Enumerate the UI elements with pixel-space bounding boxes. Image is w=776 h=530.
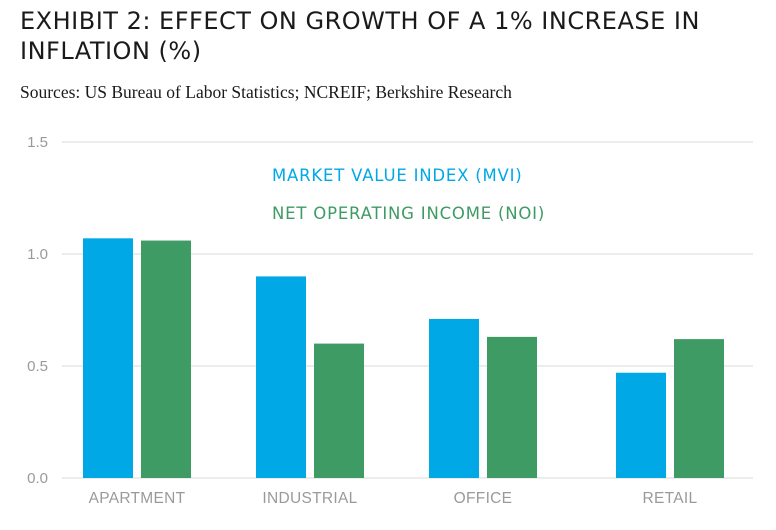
legend-entry-mvi: MARKET VALUE INDEX (MVI)	[272, 166, 523, 185]
x-axis-categories: APARTMENT INDUSTRIAL OFFICE RETAIL	[89, 490, 698, 507]
bar-mvi-apartment	[83, 238, 133, 478]
x-category-label: INDUSTRIAL	[262, 490, 357, 507]
y-tick-label: 0.5	[27, 358, 48, 375]
bar-noi-office	[487, 336, 537, 478]
y-tick-label: 1.5	[27, 134, 48, 151]
bar-mvi-industrial	[256, 276, 306, 478]
y-axis-ticks: 0.0 0.5 1.0 1.5	[27, 134, 48, 487]
bars	[83, 238, 724, 478]
x-category-label: RETAIL	[643, 490, 698, 507]
bar-mvi-retail	[616, 372, 666, 478]
legend-entry-noi: NET OPERATING INCOME (NOI)	[272, 204, 545, 223]
legend: MARKET VALUE INDEX (MVI) NET OPERATING IN…	[272, 166, 545, 223]
chart-sources: Sources: US Bureau of Labor Statistics; …	[20, 82, 512, 102]
bar-noi-industrial	[314, 343, 364, 478]
bar-noi-retail	[674, 339, 724, 478]
x-category-label: APARTMENT	[89, 490, 186, 507]
bar-mvi-office	[429, 318, 479, 478]
chart-title: EXHIBIT 2: EFFECT ON GROWTH OF A 1% INCR…	[20, 7, 700, 65]
bar-noi-apartment	[141, 240, 191, 478]
y-tick-label: 1.0	[27, 246, 48, 263]
y-tick-label: 0.0	[27, 470, 48, 487]
x-category-label: OFFICE	[454, 490, 513, 507]
